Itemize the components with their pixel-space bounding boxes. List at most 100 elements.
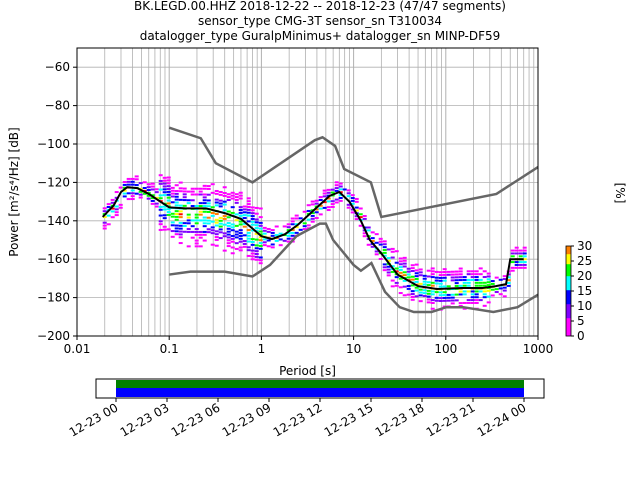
histogram-cell — [190, 190, 195, 193]
histogram-cell — [322, 206, 327, 209]
histogram-cell — [234, 196, 239, 199]
histogram-cell — [458, 279, 463, 282]
histogram-cell — [250, 243, 255, 246]
histogram-cell — [518, 249, 523, 252]
histogram-cell — [158, 228, 163, 231]
histogram-cell — [130, 180, 135, 183]
histogram-cell — [350, 208, 355, 211]
histogram-cell — [162, 208, 167, 211]
histogram-cell — [194, 213, 199, 216]
histogram-cell — [370, 231, 375, 234]
histogram-cell — [154, 188, 159, 191]
histogram-cell — [470, 273, 475, 276]
histogram-cell — [238, 246, 243, 249]
histogram-cell — [226, 239, 231, 242]
histogram-cell — [238, 249, 243, 252]
histogram-cell — [446, 293, 451, 296]
histogram-cell — [398, 271, 403, 274]
histogram-cell — [166, 179, 171, 182]
histogram-cell — [186, 245, 191, 248]
histogram-cell — [430, 276, 435, 279]
histogram-cell — [410, 298, 415, 301]
x-tick-label: 100 — [434, 342, 457, 356]
histogram-cell — [494, 291, 499, 294]
histogram-cell — [242, 211, 247, 214]
histogram-cell — [502, 275, 507, 278]
histogram-cell — [202, 239, 207, 242]
histogram-cell — [138, 182, 143, 185]
histogram-cell — [386, 248, 391, 251]
histogram-cell — [166, 185, 171, 188]
histogram-cell — [358, 216, 363, 219]
histogram-cell — [138, 196, 143, 199]
histogram-cell — [238, 237, 243, 240]
histogram-cell — [130, 183, 135, 186]
histogram-cell — [218, 205, 223, 208]
histogram-cell — [134, 184, 139, 187]
histogram-cell — [230, 194, 235, 197]
histogram-cell — [122, 195, 127, 198]
histogram-cell — [258, 207, 263, 210]
colorbar-cell — [566, 314, 571, 317]
histogram-cell — [242, 234, 247, 237]
histogram-cell — [426, 289, 431, 292]
plot-frame — [76, 47, 539, 337]
histogram-cell — [198, 190, 203, 193]
histogram-cell — [262, 238, 267, 241]
histogram-cell — [442, 273, 447, 276]
histogram-cell — [214, 189, 219, 192]
histogram-cell — [378, 257, 383, 260]
histogram-cell — [402, 285, 407, 288]
histogram-cell — [142, 187, 147, 190]
histogram-cell — [242, 205, 247, 208]
histogram-cell — [162, 194, 167, 197]
histogram-cell — [346, 195, 351, 198]
histogram-cell — [286, 229, 291, 232]
histogram-cell — [474, 273, 479, 276]
histogram-cell — [438, 299, 443, 302]
histogram-cell — [482, 296, 487, 299]
histogram-cell — [170, 186, 175, 189]
histogram-cell — [174, 210, 179, 213]
histogram-cell — [462, 276, 467, 279]
histogram-cell — [206, 222, 211, 225]
histogram-cell — [402, 256, 407, 259]
histogram-cell — [426, 292, 431, 295]
histogram-cell — [350, 202, 355, 205]
x-tick-label: 1 — [258, 342, 266, 356]
histogram-cell — [310, 217, 315, 220]
histogram-cell — [230, 206, 235, 209]
histogram-cell — [482, 304, 487, 307]
histogram-cell — [522, 263, 527, 266]
colorbar-cell — [566, 282, 571, 285]
histogram-cell — [426, 269, 431, 272]
histogram-cell — [478, 273, 483, 276]
histogram-cell — [458, 273, 463, 276]
histogram-cell — [250, 215, 255, 218]
histogram-cell — [190, 230, 195, 233]
histogram-cell — [494, 288, 499, 291]
histogram-cell — [106, 206, 111, 209]
histogram-cell — [242, 208, 247, 211]
histogram-cell — [274, 239, 279, 242]
histogram-cell — [286, 237, 291, 240]
histogram-cell — [490, 288, 495, 291]
histogram-cell — [510, 261, 515, 264]
histogram-cell — [290, 234, 295, 237]
histogram-cell — [162, 191, 167, 194]
histogram-cell — [326, 200, 331, 203]
histogram-cell — [338, 199, 343, 202]
histogram-cell — [246, 214, 251, 217]
histogram-cell — [490, 280, 495, 283]
histogram-cell — [250, 252, 255, 255]
histogram-cell — [466, 281, 471, 284]
histogram-cell — [398, 269, 403, 272]
histogram-cell — [122, 186, 127, 189]
colorbar-cell — [566, 318, 571, 321]
histogram-cell — [206, 219, 211, 222]
histogram-cell — [190, 236, 195, 239]
histogram-cell — [470, 299, 475, 302]
histogram-cell — [510, 252, 515, 255]
histogram-cell — [210, 183, 215, 186]
